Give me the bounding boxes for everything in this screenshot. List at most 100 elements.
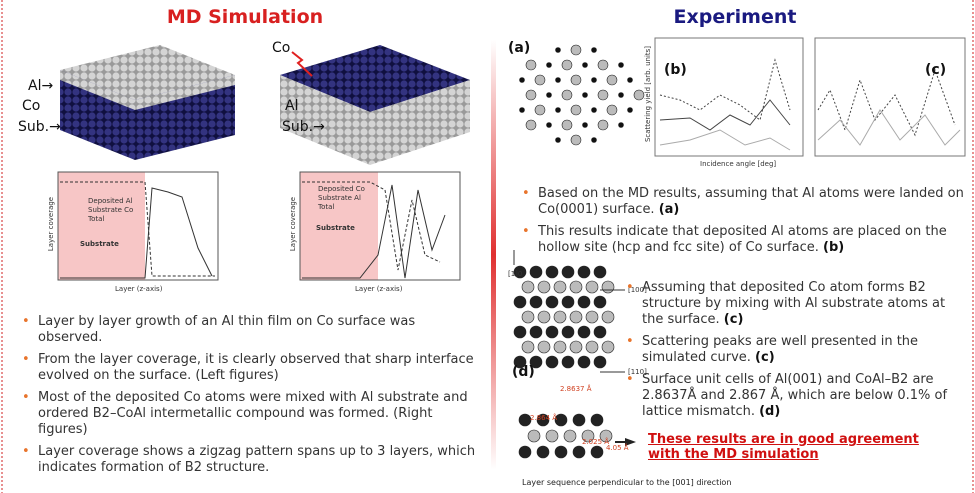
atom: [598, 120, 608, 130]
atom: [547, 93, 552, 98]
atom: [562, 326, 574, 338]
bullet: Layer coverage shows a zigzag pattern sp…: [22, 444, 478, 476]
bullet: Based on the MD results, assuming that A…: [522, 186, 968, 218]
atom: [522, 341, 534, 353]
panel-label: (b): [664, 62, 687, 78]
atom: [562, 266, 574, 278]
axis-label: Incidence angle [deg]: [700, 160, 776, 168]
title: MD Simulation: [130, 6, 360, 28]
atom: [546, 266, 558, 278]
atom: [530, 326, 542, 338]
atom: [535, 75, 545, 85]
region-label: Substrate: [316, 224, 355, 232]
dimension: 2.8637 Å: [560, 385, 592, 393]
substrate-region: [58, 172, 145, 280]
atom: [554, 281, 566, 293]
label: Sub.→: [282, 119, 325, 135]
atom: [607, 75, 617, 85]
axis-label: Layer (z-axis): [355, 285, 402, 293]
atom: [526, 90, 536, 100]
axis-label: Layer (z-axis): [115, 285, 162, 293]
atom: [554, 311, 566, 323]
label: Al→: [28, 78, 53, 94]
atom: [602, 341, 614, 353]
atom: [538, 281, 550, 293]
atom: [547, 123, 552, 128]
atom: [546, 430, 558, 442]
plot-frame: [655, 38, 803, 156]
atom: [586, 341, 598, 353]
legend: Total: [88, 215, 104, 223]
atom: [556, 78, 561, 83]
panel-label: (a): [508, 40, 530, 56]
legend: Substrate Co: [88, 206, 133, 214]
atom: [628, 108, 633, 113]
title: Experiment: [620, 6, 850, 28]
atom: [556, 48, 561, 53]
bullet: Surface unit cells of Al(001) and CoAl–B…: [626, 372, 967, 420]
panel-label: (d): [512, 364, 535, 380]
atom: [571, 105, 581, 115]
bullet: Most of the deposited Co atoms were mixe…: [22, 390, 478, 438]
label: Co: [272, 40, 290, 56]
atom: [528, 430, 540, 442]
atom: [594, 356, 606, 368]
atom: [594, 326, 606, 338]
atom: [573, 414, 585, 426]
atom: [586, 311, 598, 323]
dimension: 4.05 Å: [606, 444, 629, 452]
text: Assuming that deposited Co atom forms B2…: [642, 280, 945, 327]
atom: [546, 296, 558, 308]
atom: [562, 90, 572, 100]
legend: Substrate Al: [318, 194, 361, 202]
atom: [519, 446, 531, 458]
curve: [660, 100, 790, 130]
atom: [514, 326, 526, 338]
panel-label: (c): [925, 62, 946, 78]
legend: Total: [318, 203, 334, 211]
atom: [571, 135, 581, 145]
axis-label: Layer coverage: [47, 197, 55, 251]
atom: [598, 60, 608, 70]
label: Sub.→: [18, 119, 61, 135]
direction: [1]0: [508, 270, 522, 278]
plot-frame: [815, 38, 965, 156]
atom: [591, 446, 603, 458]
atom: [578, 266, 590, 278]
atom: [520, 78, 525, 83]
atom: [592, 108, 597, 113]
label: Co: [22, 98, 40, 114]
text: This results indicate that deposited Al …: [538, 224, 947, 255]
atom: [556, 108, 561, 113]
bullet: This results indicate that deposited Al …: [522, 224, 968, 256]
legend: Deposited Al: [88, 197, 132, 205]
divider: [491, 40, 496, 470]
tag: (c): [724, 312, 744, 327]
atom: [583, 93, 588, 98]
curve: [660, 130, 790, 150]
atom: [554, 341, 566, 353]
region-label: Substrate: [80, 240, 119, 248]
atom: [535, 105, 545, 115]
atom: [592, 48, 597, 53]
dimension: 2.864 Å: [530, 414, 557, 422]
atom: [619, 93, 624, 98]
atom: [583, 123, 588, 128]
atom: [562, 356, 574, 368]
atom: [526, 60, 536, 70]
atom: [570, 311, 582, 323]
atom: [546, 356, 558, 368]
atom: [634, 90, 644, 100]
atom: [592, 78, 597, 83]
atom: [578, 356, 590, 368]
atom: [556, 138, 561, 143]
atom: [578, 326, 590, 338]
tag: (a): [659, 202, 680, 217]
tag: (b): [823, 240, 844, 255]
atom: [583, 63, 588, 68]
dimension: 2.025 Å: [582, 438, 609, 446]
curve: [818, 110, 960, 145]
atom: [537, 446, 549, 458]
atom: [530, 296, 542, 308]
conclusion: These results are in good agreement with…: [648, 432, 948, 462]
